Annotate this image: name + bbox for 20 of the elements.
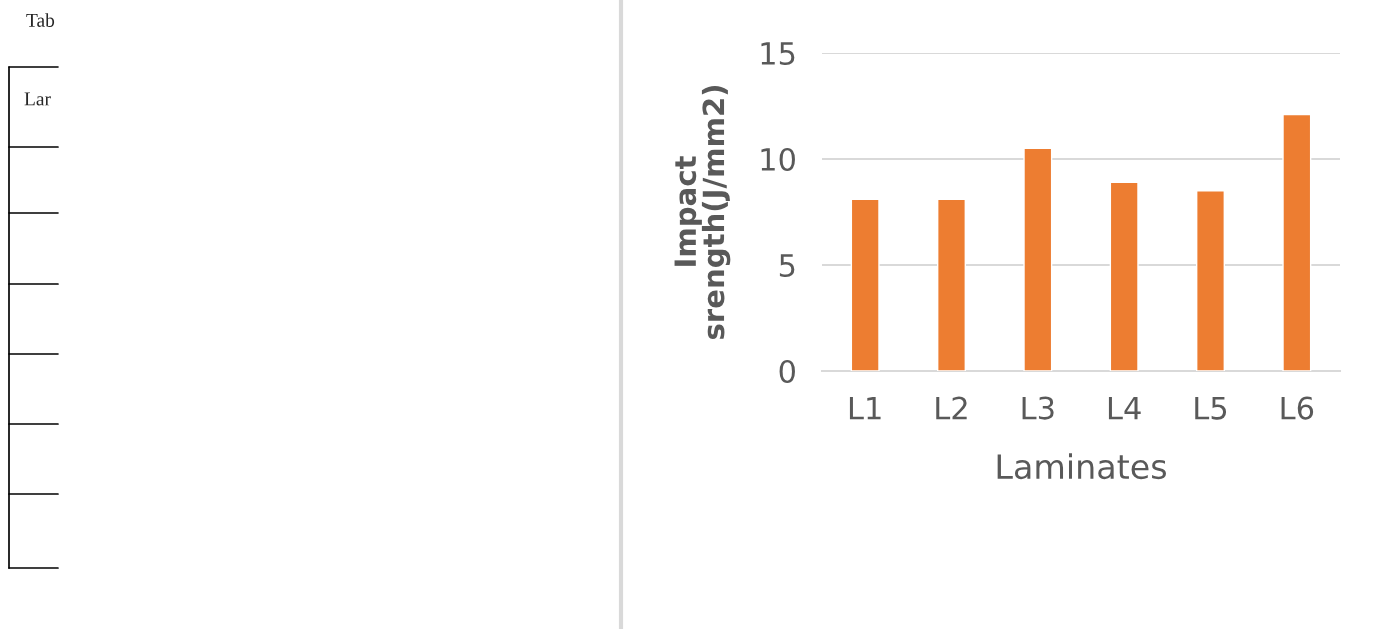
bar [1109, 181, 1139, 371]
y-tick-label: 15 [761, 42, 795, 66]
y-tick-label: 10 [761, 147, 795, 172]
x-tick-label: L3 [1022, 396, 1054, 420]
y-axis-title: Impact srength(J/mm2) [674, 85, 731, 340]
x-tick-label: L2 [936, 396, 967, 420]
text: Tab [26, 13, 55, 27]
y-tick-label: 5 [779, 254, 795, 278]
x-tick-label: L1 [849, 396, 881, 420]
text: Lar [24, 92, 51, 106]
x-tick-label: L4 [1108, 396, 1141, 420]
bar [1195, 190, 1226, 371]
x-tick-label: L5 [1195, 396, 1227, 420]
bar [1282, 113, 1312, 371]
x-axis-title: Laminates [997, 453, 1166, 480]
bar [1023, 147, 1053, 371]
bar [850, 198, 880, 371]
y-tick-label: 0 [779, 359, 795, 384]
bar [936, 198, 967, 371]
x-tick-label: L6 [1281, 396, 1314, 420]
